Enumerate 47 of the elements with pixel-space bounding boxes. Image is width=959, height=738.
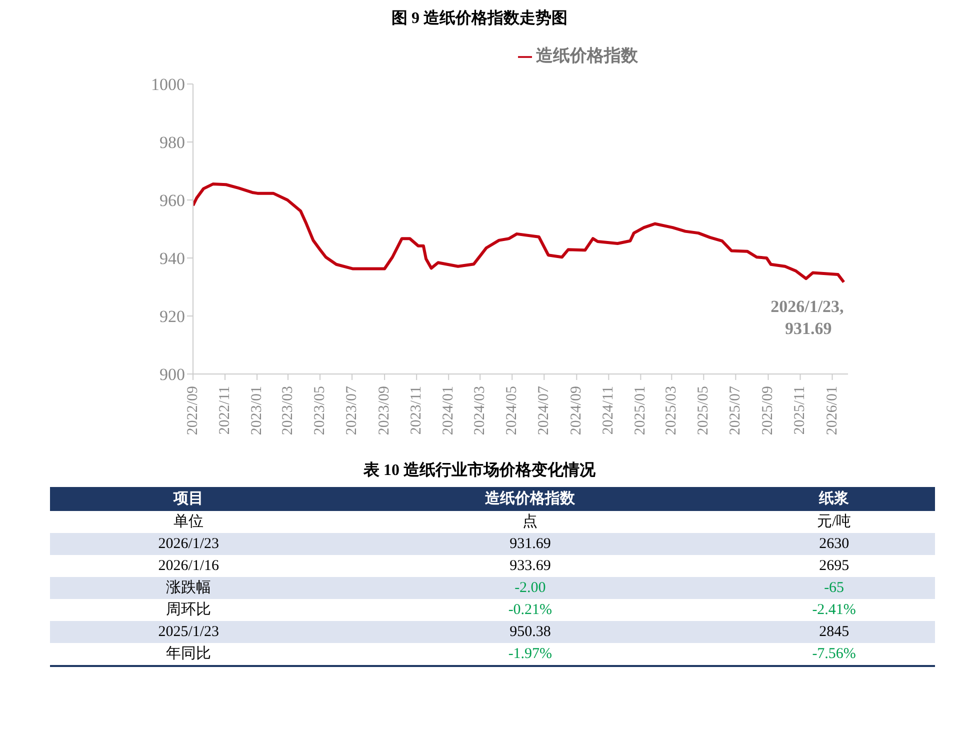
x-tick-label: 2022/09 — [185, 386, 201, 436]
x-tick-label: 2025/11 — [792, 386, 808, 435]
x-tick-label: 2025/01 — [632, 386, 649, 436]
text: -7.56% — [812, 646, 856, 662]
x-tick-label: 2023/05 — [312, 386, 328, 436]
annotation: 2026/1/23, 931.69 — [770, 297, 844, 338]
x-tick-label: 2024/03 — [472, 386, 488, 436]
x-tick-label: 2024/05 — [504, 386, 520, 436]
category-label: 年同比 — [166, 646, 212, 662]
y-tick-label: 940 — [160, 249, 185, 268]
x-tick-label: 2023/11 — [408, 386, 425, 435]
x-tick-label: 2023/01 — [249, 386, 266, 436]
x-tick-label: 2023/03 — [280, 386, 296, 436]
row-shading: 2025/1/23 950.38 2845 — [50, 621, 935, 643]
x-tick-label: 2026/01 — [824, 386, 840, 436]
y-tick-label: 900 — [160, 365, 185, 384]
category-label: 单位 — [174, 514, 204, 530]
y-tick-label: 1000 — [151, 75, 185, 94]
x-tick-label: 2025/05 — [696, 386, 712, 436]
text: 点 — [522, 514, 538, 530]
x-tick-label: 2023/09 — [376, 386, 393, 436]
text: 表 10 造纸行业市场价格变化情况 — [362, 460, 596, 481]
text: -1.97% — [508, 646, 552, 662]
chart-title: 图 9 造纸价格指数走势图 — [390, 8, 568, 29]
x-tick-label: 2022/11 — [217, 386, 234, 435]
category-label: 纸浆 — [818, 490, 850, 509]
y-tick-label: 960 — [160, 191, 185, 210]
text: -2.41% — [812, 602, 856, 618]
x-tick-label: 2024/07 — [536, 386, 552, 436]
x-tick-label: 2023/07 — [344, 386, 360, 436]
text: 933.69 — [510, 558, 551, 574]
line-series — [193, 182, 846, 284]
category-label: 周环比 — [166, 602, 212, 618]
x-tick-label: 2024/09 — [568, 386, 585, 436]
x-tick-label: 2025/09 — [760, 386, 776, 436]
x-tick-label: 2024/01 — [440, 386, 457, 436]
text: -0.21% — [508, 602, 552, 618]
x-tick-label: 2025/03 — [664, 386, 680, 436]
category-label: 2026/1/16 — [158, 558, 220, 574]
y-tick-label: 920 — [160, 307, 185, 326]
text: 元/吨 — [816, 514, 852, 530]
x-tick-label: 2024/11 — [600, 386, 617, 435]
text: 2695 — [819, 558, 850, 574]
legend-label: 造纸价格指数 — [536, 46, 638, 65]
category-label: 造纸价格指数 — [484, 489, 576, 509]
y-tick-label: 980 — [160, 133, 185, 152]
x-tick-label: 2025/07 — [728, 386, 744, 436]
